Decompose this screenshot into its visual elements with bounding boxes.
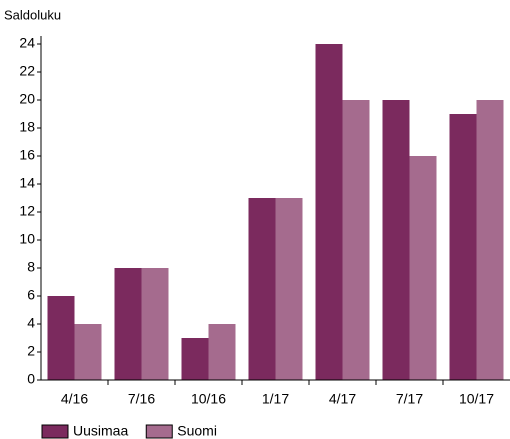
y-tick-label: 16 <box>19 147 35 163</box>
bar <box>141 268 169 380</box>
y-tick-label: 22 <box>19 63 35 79</box>
bar <box>74 324 102 380</box>
bar <box>208 324 236 380</box>
bar <box>315 44 343 380</box>
x-tick-label: 4/16 <box>61 391 88 407</box>
y-tick-label: 2 <box>27 343 35 359</box>
y-tick-label: 24 <box>19 35 35 51</box>
y-tick-label: 12 <box>19 203 35 219</box>
y-tick-label: 0 <box>27 371 35 387</box>
bar <box>409 156 437 380</box>
bar <box>114 268 142 380</box>
x-tick-label: 10/17 <box>459 391 494 407</box>
y-tick-label: 18 <box>19 119 35 135</box>
y-tick-label: 20 <box>19 91 35 107</box>
y-tick-label: 4 <box>27 315 35 331</box>
bar <box>248 198 276 380</box>
y-tick-label: 8 <box>27 259 35 275</box>
x-tick-label: 10/16 <box>191 391 226 407</box>
bar <box>47 296 75 380</box>
x-tick-label: 4/17 <box>329 391 356 407</box>
bar <box>181 338 209 380</box>
y-tick-label: 10 <box>19 231 35 247</box>
x-tick-label: 7/17 <box>396 391 423 407</box>
legend-swatch <box>145 424 173 439</box>
legend-label: Uusimaa <box>73 423 128 439</box>
x-tick-label: 1/17 <box>262 391 289 407</box>
legend-swatch <box>41 424 69 439</box>
x-tick-label: 7/16 <box>128 391 155 407</box>
y-axis-label: Saldoluku <box>4 7 61 22</box>
bar <box>342 100 370 380</box>
y-tick-label: 14 <box>19 175 35 191</box>
bar <box>476 100 504 380</box>
y-tick-label: 6 <box>27 287 35 303</box>
bar <box>382 100 410 380</box>
legend-label: Suomi <box>177 423 217 439</box>
bar <box>449 114 477 380</box>
bar <box>275 198 303 380</box>
